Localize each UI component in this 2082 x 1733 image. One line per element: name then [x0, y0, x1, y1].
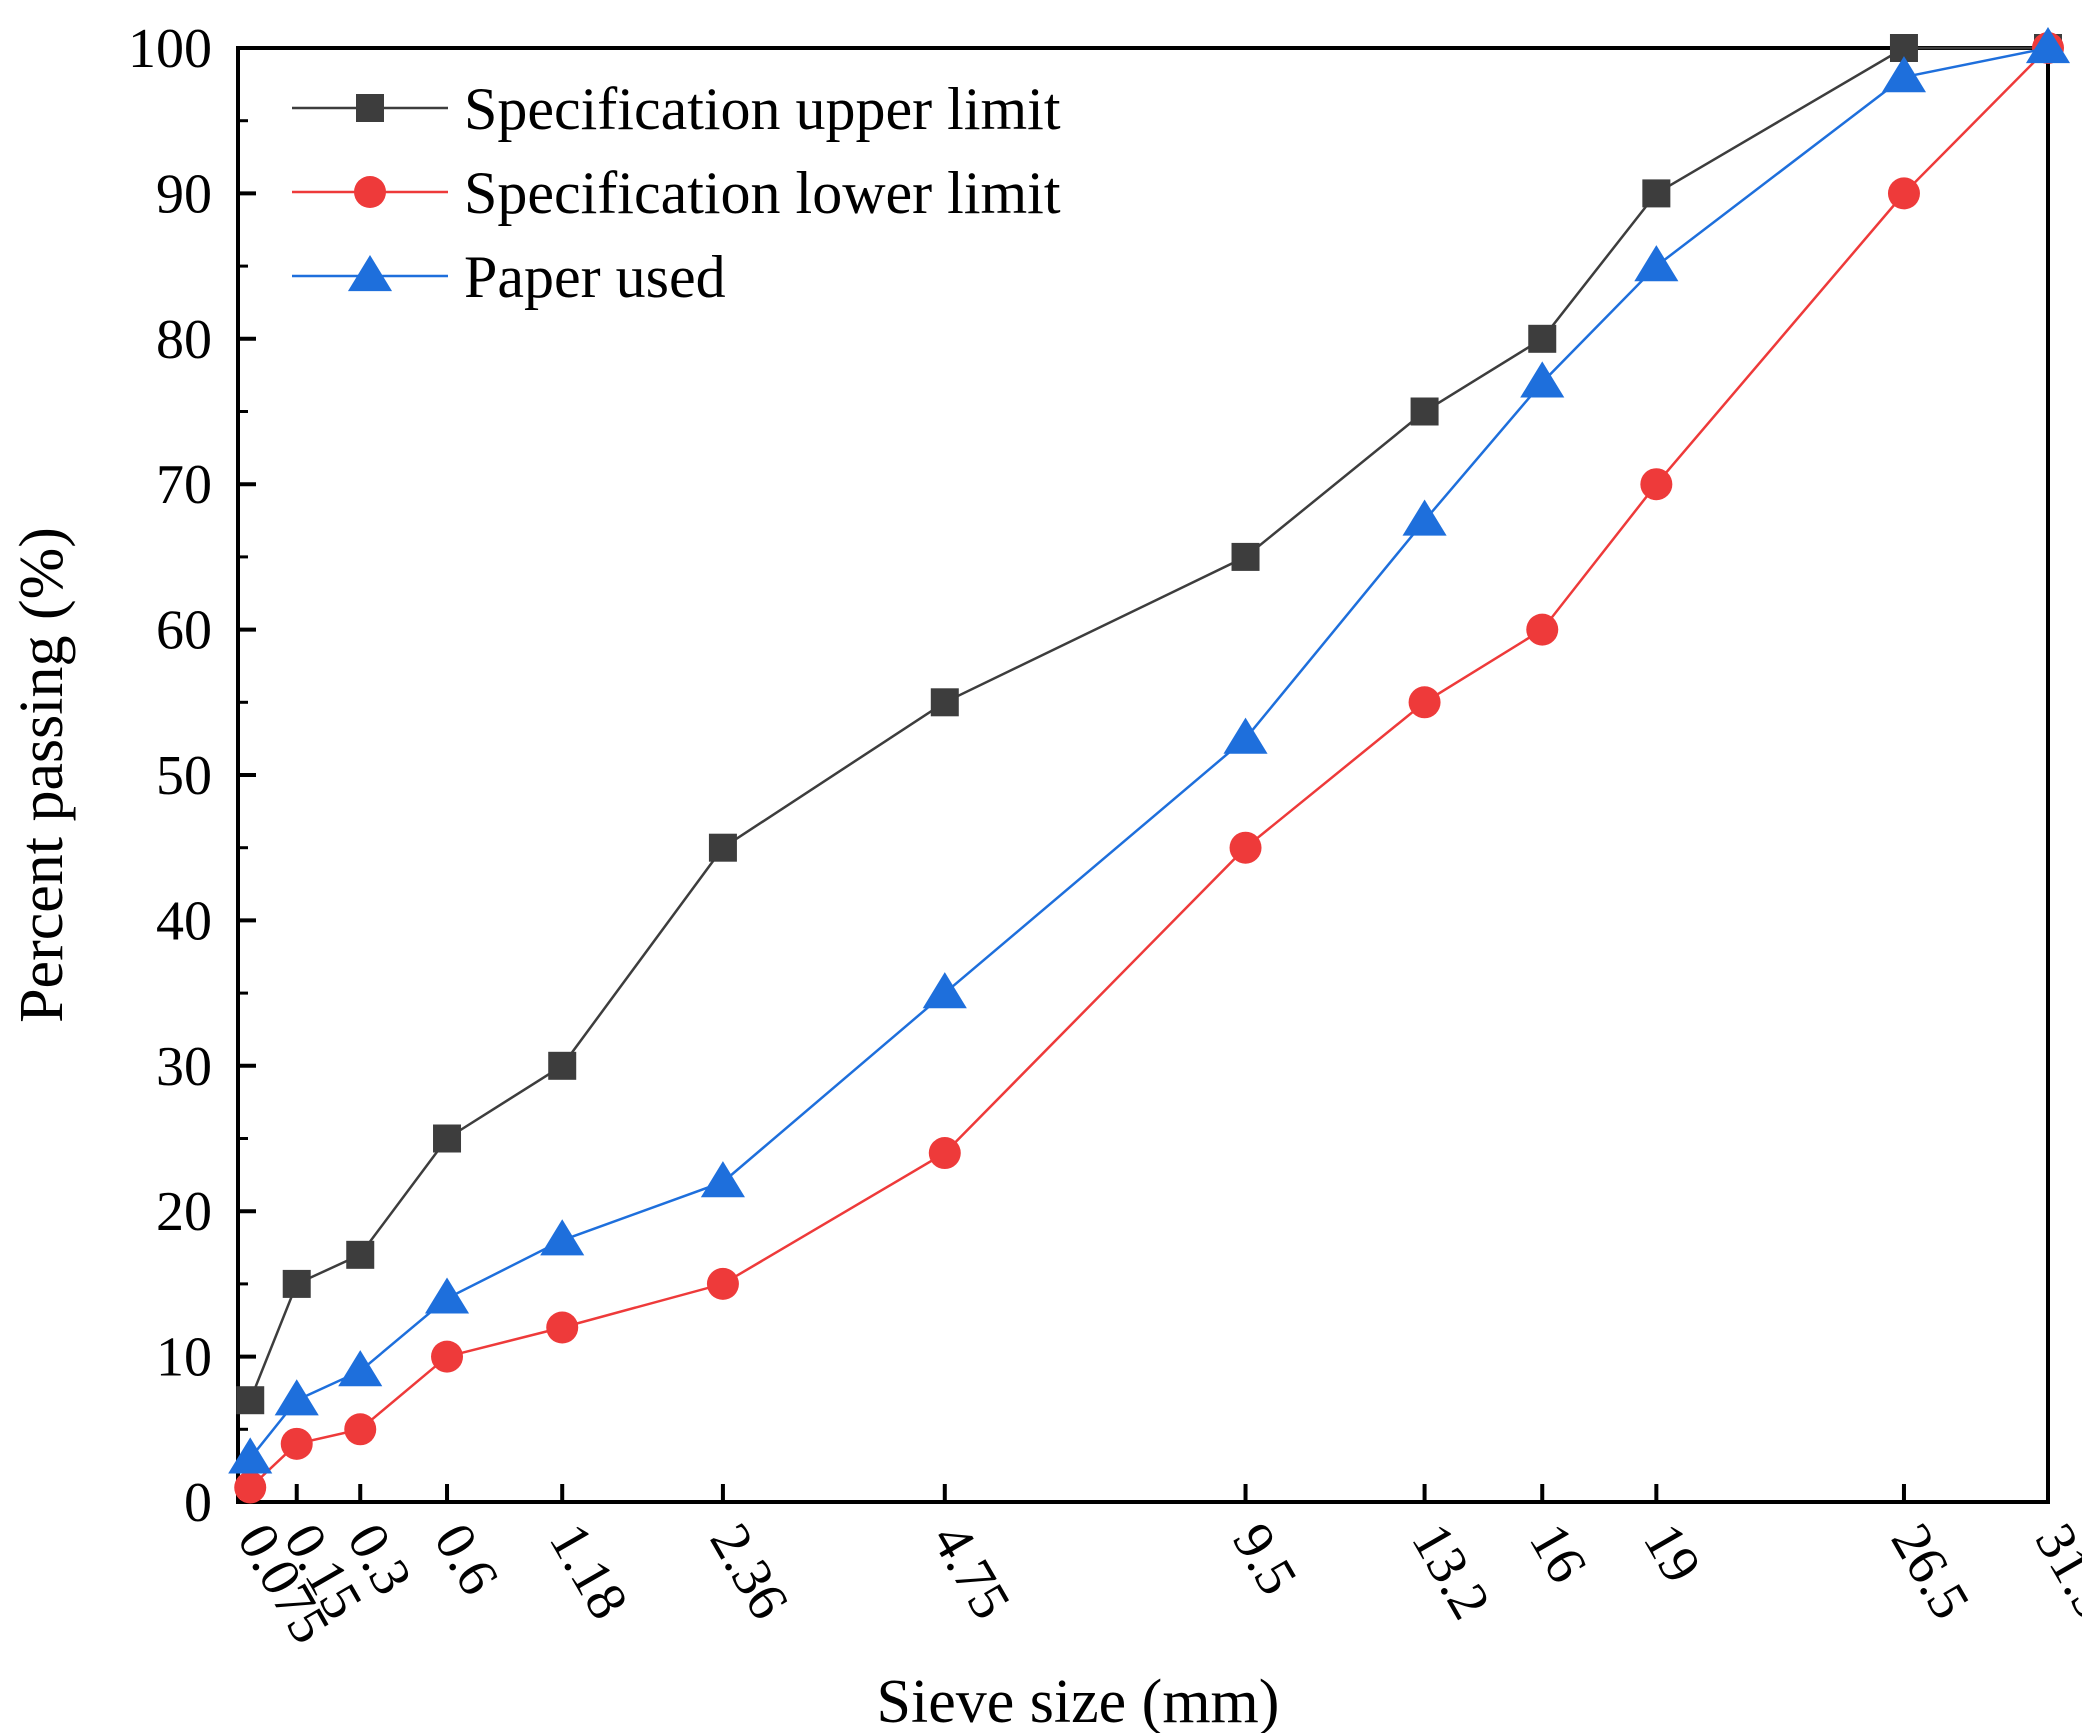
data-point	[1229, 831, 1262, 864]
data-point	[1520, 361, 1565, 398]
legend: Specification upper limit Specification l…	[292, 76, 1061, 310]
data-point	[2025, 27, 2071, 64]
y-tick-label: 20	[156, 1181, 212, 1243]
x-tick-label: 0.6	[422, 1514, 511, 1606]
data-point	[234, 1471, 267, 1504]
legend-marker	[354, 176, 386, 208]
y-tick-label: 30	[156, 1036, 212, 1098]
data-point	[236, 1386, 265, 1415]
data-point	[431, 1340, 464, 1373]
data-point	[546, 1311, 579, 1344]
series-square	[236, 34, 2062, 1415]
data-point	[280, 1427, 313, 1460]
data-point	[1528, 324, 1557, 353]
data-point	[424, 1277, 470, 1314]
y-axis-title: Percent passing (%)	[8, 527, 76, 1023]
x-tick-label: 16	[1517, 1514, 1599, 1593]
y-axis: 0 10 20 30 40 50 60 70 80 90 100	[128, 18, 256, 1534]
y-tick-label: 100	[128, 18, 212, 80]
y-tick-label: 70	[156, 454, 212, 516]
x-tick-label: 19	[1631, 1514, 1713, 1593]
x-tick-label: 2.36	[698, 1514, 801, 1630]
data-point	[700, 1161, 745, 1198]
data-point	[433, 1124, 462, 1153]
legend-item: Paper used	[292, 244, 726, 310]
x-tick-label: 1.18	[537, 1514, 640, 1630]
legend-marker	[356, 94, 384, 122]
y-tick-label: 80	[156, 309, 212, 371]
data-point	[1402, 499, 1447, 536]
y-tick-label: 40	[156, 890, 212, 952]
y-tick-label: 50	[156, 745, 212, 807]
legend-label: Specification upper limit	[464, 76, 1061, 142]
x-tick-label: 9.5	[1220, 1514, 1309, 1606]
y-tick-label: 60	[156, 600, 212, 662]
series-layer	[228, 27, 2071, 1504]
data-point	[548, 1051, 577, 1080]
data-point	[1634, 245, 1679, 282]
data-point	[708, 833, 737, 862]
data-point	[282, 1269, 311, 1298]
data-point	[1640, 468, 1673, 501]
legend-item: Specification lower limit	[292, 160, 1061, 226]
x-tick-label: 31.5	[2023, 1514, 2082, 1630]
data-point	[930, 688, 959, 717]
legend-item: Specification upper limit	[292, 76, 1061, 142]
data-point	[1881, 56, 1927, 93]
data-point	[338, 1350, 383, 1387]
data-point	[1410, 397, 1439, 426]
y-tick-label: 10	[156, 1327, 212, 1389]
data-point	[346, 1240, 375, 1269]
data-point	[928, 1137, 961, 1170]
y-tick-label: 0	[184, 1472, 212, 1534]
x-axis-title: Sieve size (mm)	[877, 1668, 1280, 1733]
data-point	[706, 1267, 739, 1300]
legend-label: Paper used	[464, 244, 726, 310]
x-tick-label: 4.75	[920, 1514, 1023, 1630]
x-tick-label: 26.5	[1879, 1514, 1982, 1630]
series-triangle	[228, 27, 2071, 1474]
data-point	[1231, 542, 1260, 571]
data-point	[228, 1437, 273, 1474]
data-point	[274, 1379, 319, 1416]
data-point	[1223, 717, 1268, 754]
data-point	[1526, 613, 1559, 646]
x-tick-label: 13.2	[1399, 1514, 1502, 1630]
data-point	[1887, 177, 1920, 210]
legend-marker	[347, 255, 393, 292]
data-point	[922, 972, 967, 1009]
legend-label: Specification lower limit	[464, 160, 1061, 226]
data-point	[540, 1219, 585, 1256]
y-tick-label: 90	[156, 163, 212, 225]
data-point	[344, 1413, 377, 1446]
data-point	[1642, 179, 1671, 208]
data-point	[1408, 686, 1441, 719]
